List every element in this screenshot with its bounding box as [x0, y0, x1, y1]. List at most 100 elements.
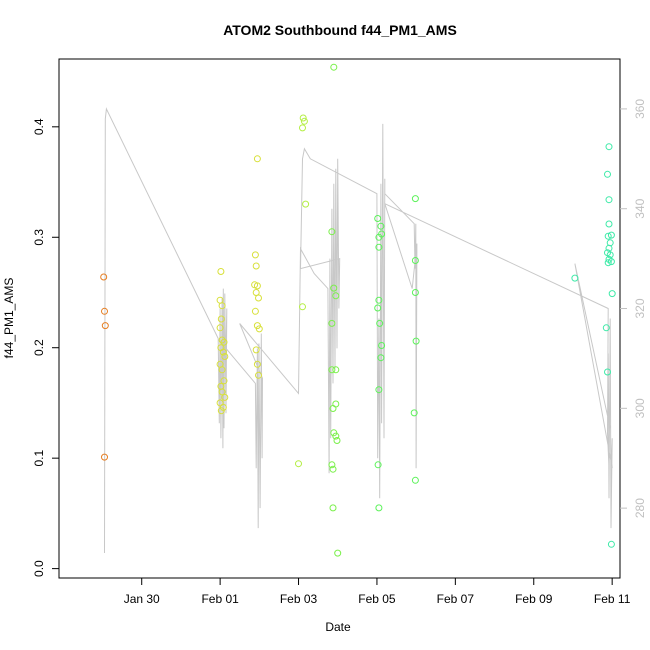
x-tick-label: Jan 30 — [124, 592, 160, 606]
data-point — [216, 399, 224, 407]
data-point — [251, 251, 259, 259]
data-point — [255, 294, 262, 302]
data-point — [332, 400, 340, 408]
data-point — [101, 322, 109, 330]
y2-tick-label: 360 — [633, 99, 647, 119]
data-point — [100, 273, 108, 281]
data-point — [411, 289, 419, 296]
data-point — [376, 319, 384, 327]
data-points — [100, 63, 616, 557]
data-point — [329, 465, 337, 473]
y2-axis: 280 300 320 340 360 — [620, 99, 647, 518]
data-point — [377, 354, 385, 362]
data-point — [374, 304, 382, 312]
y-tick-label: 0.0 — [32, 560, 46, 577]
data-point — [216, 324, 224, 332]
data-point — [377, 222, 385, 230]
data-point — [218, 336, 226, 344]
data-point — [604, 232, 612, 240]
y2-tick-label: 340 — [633, 198, 647, 218]
data-point — [374, 215, 382, 222]
data-point — [378, 230, 386, 238]
data-point — [328, 366, 336, 374]
data-point — [375, 386, 383, 394]
data-point — [604, 259, 612, 267]
data-point — [333, 437, 341, 444]
data-point — [375, 296, 383, 304]
data-point — [602, 324, 610, 332]
data-point — [411, 195, 419, 203]
x-tick-label: Feb 11 — [594, 592, 631, 606]
data-point — [330, 63, 338, 71]
y2-tick-label: 300 — [633, 398, 647, 418]
data-point — [411, 257, 419, 264]
data-point — [218, 366, 226, 374]
y-axis: 0.0 0.1 0.2 0.3 0.4 — [32, 118, 59, 577]
data-point — [299, 303, 306, 311]
secondary-series-line — [104, 107, 613, 554]
data-point — [295, 460, 302, 468]
data-point — [571, 274, 579, 282]
plot-border — [58, 58, 621, 579]
data-point — [217, 315, 225, 323]
data-point — [218, 302, 226, 310]
y-tick-label: 0.3 — [32, 229, 46, 246]
data-point — [255, 371, 262, 379]
x-tick-label: Feb 07 — [437, 592, 475, 606]
data-point — [606, 239, 614, 247]
data-point — [251, 307, 259, 315]
chart-title: ATOM2 Southbound f44_PM1_AMS — [223, 22, 457, 38]
data-point — [604, 368, 611, 376]
data-point — [374, 461, 382, 469]
x-tick-label: Feb 03 — [280, 592, 318, 606]
data-point — [329, 405, 337, 412]
data-point — [332, 366, 340, 374]
data-point — [217, 407, 225, 415]
data-point — [378, 342, 386, 349]
data-point — [375, 504, 383, 512]
y-tick-label: 0.4 — [32, 118, 46, 135]
data-point — [252, 262, 260, 270]
data-point — [605, 196, 613, 204]
data-point — [328, 319, 336, 327]
data-point — [605, 244, 613, 252]
data-point — [217, 268, 225, 275]
data-point — [334, 549, 342, 557]
data-point — [604, 170, 611, 178]
data-point — [605, 255, 613, 263]
data-point — [299, 124, 306, 132]
data-point — [332, 432, 340, 440]
data-point — [101, 307, 108, 315]
data-point — [328, 228, 336, 236]
y2-tick-label: 280 — [633, 498, 647, 518]
data-point — [300, 117, 308, 125]
data-point — [219, 348, 227, 356]
data-point — [608, 290, 616, 298]
data-point — [253, 360, 261, 368]
data-point — [218, 388, 226, 396]
x-axis: Jan 30 Feb 01 Feb 03 Feb 05 Feb 07 Feb 09 Feb … — [124, 578, 631, 606]
data-point — [412, 337, 420, 345]
data-point — [221, 353, 229, 360]
data-point — [329, 504, 337, 512]
x-tick-label: Feb 01 — [201, 592, 239, 606]
secondary-line — [104, 107, 613, 554]
data-point — [302, 200, 310, 208]
data-point — [330, 284, 338, 292]
x-axis-label: Date — [325, 620, 351, 634]
data-point — [220, 338, 228, 346]
data-point — [221, 393, 229, 401]
data-point — [255, 325, 263, 333]
data-point — [220, 377, 228, 385]
data-point — [410, 409, 418, 417]
data-point — [101, 453, 108, 461]
data-point — [253, 155, 261, 163]
data-point — [252, 346, 260, 354]
data-point — [375, 243, 383, 251]
data-point — [411, 476, 419, 484]
y-axis-label: f44_PM1_AMS — [2, 278, 16, 359]
x-tick-label: Feb 05 — [358, 592, 396, 606]
y-tick-label: 0.2 — [32, 339, 46, 356]
data-point — [299, 114, 307, 122]
